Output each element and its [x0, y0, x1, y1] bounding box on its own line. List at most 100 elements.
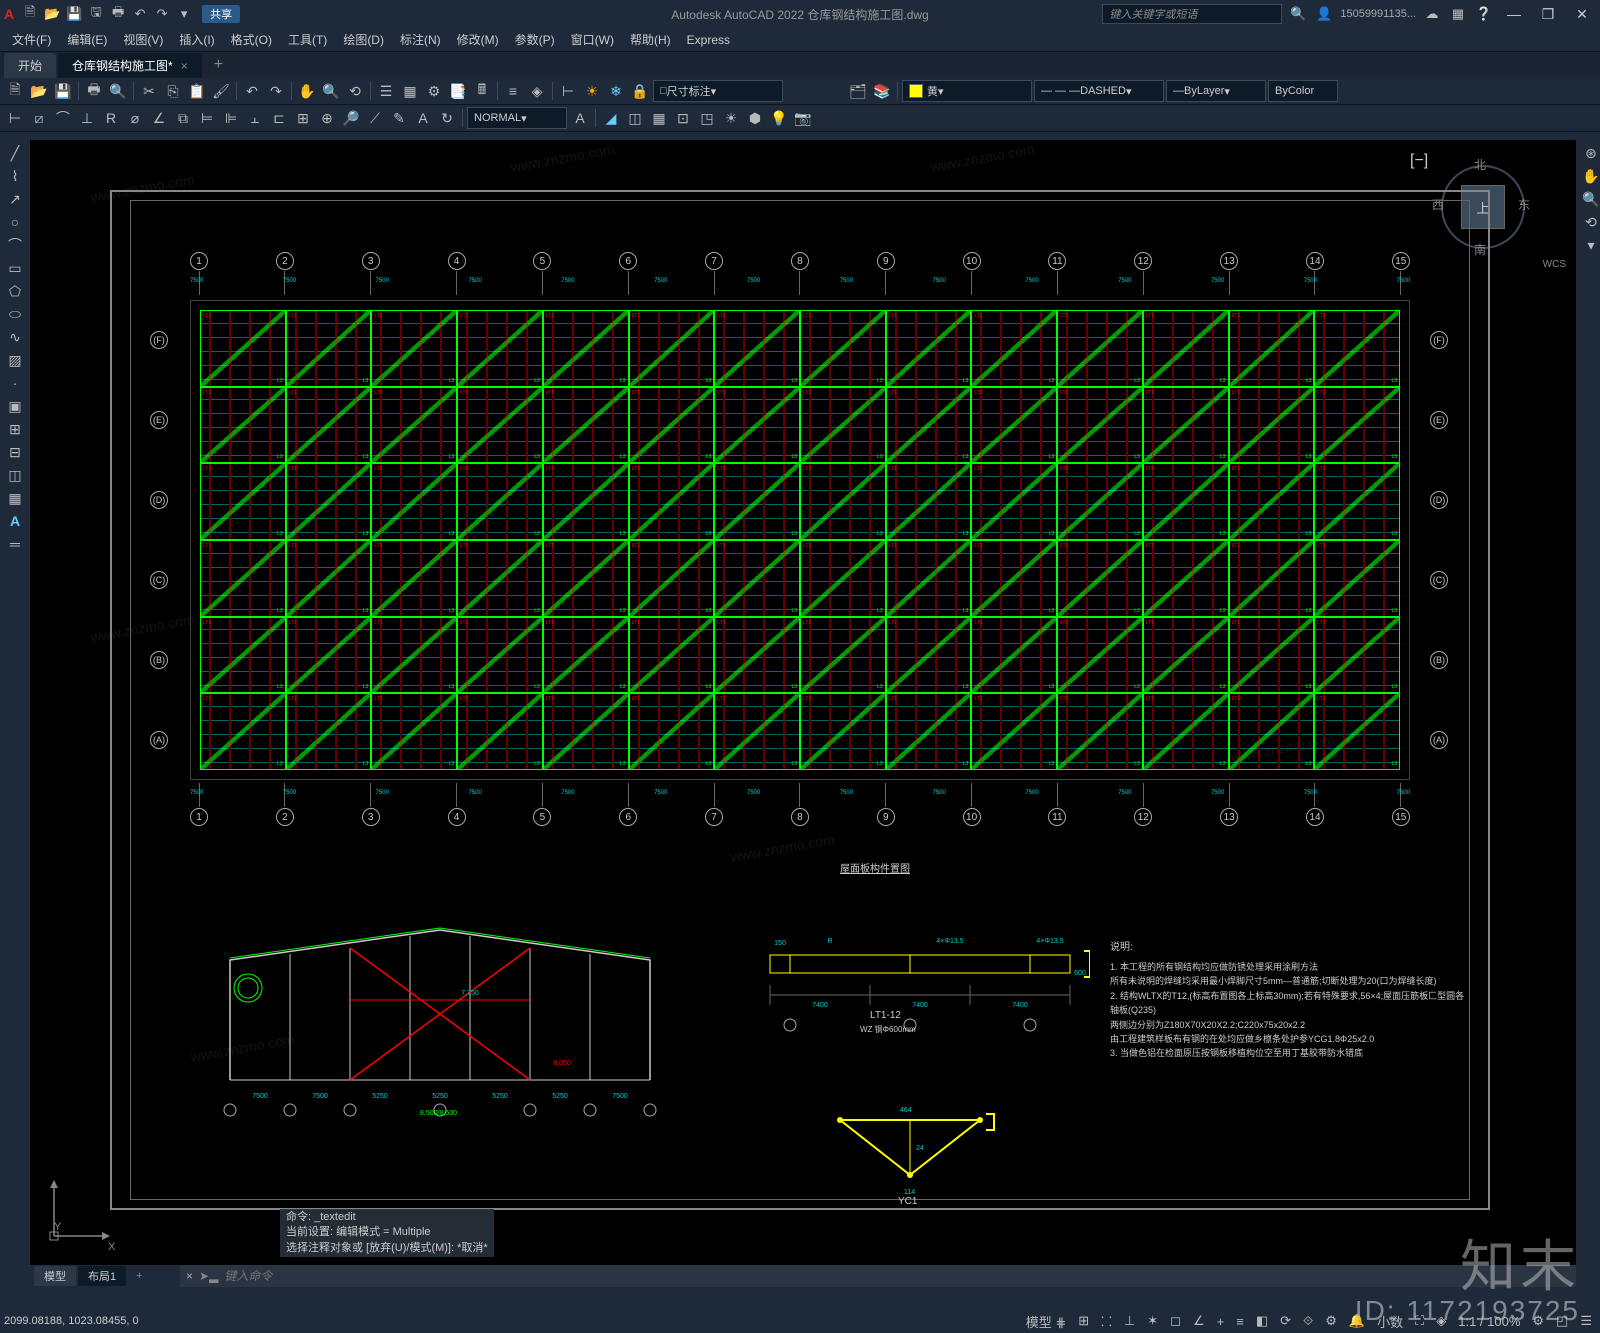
pan2-icon[interactable]: ✋ [1578, 165, 1600, 187]
sb-ws-icon[interactable]: ⚙ [1321, 1311, 1341, 1331]
sb-dyn-icon[interactable]: + [1213, 1312, 1229, 1331]
dimang-icon[interactable]: ∠ [148, 107, 170, 129]
sun-icon[interactable]: ☀ [581, 80, 603, 102]
dimlinear-icon[interactable]: ⊢ [4, 107, 26, 129]
undo-icon[interactable]: ↶ [130, 4, 150, 24]
help-icon[interactable]: ❔ [1474, 4, 1494, 24]
menu-modify[interactable]: 修改(M) [451, 29, 505, 50]
print-icon[interactable]: 🖶 [108, 4, 128, 24]
apps-icon[interactable]: ▦ [1448, 4, 1468, 24]
layer-icon[interactable]: ≡ [502, 80, 524, 102]
calc-icon[interactable]: 🖩 [471, 80, 493, 102]
lock-icon[interactable]: 🔒 [629, 80, 651, 102]
menu-format[interactable]: 格式(O) [225, 29, 278, 50]
tab-layout-add[interactable]: + [128, 1268, 150, 1284]
wheel-icon[interactable]: ⊛ [1578, 142, 1600, 164]
new-icon[interactable]: 🗎 [4, 80, 26, 102]
polygon-icon[interactable]: ⬠ [2, 280, 28, 302]
cam-icon[interactable]: 📷 [792, 107, 814, 129]
sb-otrack-icon[interactable]: ∠ [1189, 1311, 1209, 1331]
mtext-icon[interactable]: A [569, 107, 591, 129]
dimarc-icon[interactable]: ⌒ [52, 107, 74, 129]
sheet-icon[interactable]: 📑 [447, 80, 469, 102]
pan-icon[interactable]: ✋ [296, 80, 318, 102]
textstyle-dropdown[interactable]: NORMAL ▾ [467, 107, 567, 129]
rect-icon[interactable]: ▭ [2, 257, 28, 279]
tab-document[interactable]: 仓库钢结构施工图*× [58, 53, 202, 78]
render-icon[interactable]: ☀ [720, 107, 742, 129]
dimupd-icon[interactable]: ↻ [436, 107, 458, 129]
dimquick-icon[interactable]: ⧉ [172, 107, 194, 129]
dimdia-icon[interactable]: ⌀ [124, 107, 146, 129]
tab-layout1[interactable]: 布局1 [78, 1266, 126, 1286]
share-button[interactable]: 共享 [202, 5, 240, 23]
cloud-icon[interactable]: ☁ [1422, 4, 1442, 24]
dimcont-icon[interactable]: ⊫ [220, 107, 242, 129]
layer-dropdown[interactable]: 黄 ▾ [902, 80, 1032, 102]
save-icon[interactable]: 💾 [64, 4, 84, 24]
sb-trans-icon[interactable]: ◧ [1252, 1311, 1272, 1331]
command-line[interactable]: × ➤▂ [180, 1265, 1576, 1287]
dimaligned-icon[interactable]: ⧄ [28, 107, 50, 129]
vc-wcs[interactable]: WCS [1543, 259, 1566, 270]
tool-icon[interactable]: ⚙ [423, 80, 445, 102]
open-icon[interactable]: 📂 [28, 80, 50, 102]
vp-icon[interactable]: ▦ [648, 107, 670, 129]
layers-icon[interactable]: 🗂 [847, 80, 869, 102]
zoom2-icon[interactable]: 🔍 [1578, 188, 1600, 210]
sb-polar-icon[interactable]: ✶ [1143, 1311, 1162, 1331]
drawing-canvas[interactable]: www.znzmo.com www.znzmo.com www.znzmo.co… [30, 140, 1576, 1265]
region-icon[interactable]: ◫ [2, 464, 28, 486]
hatch-icon[interactable]: ▨ [2, 349, 28, 371]
sb-grid-icon[interactable]: ⊞ [1074, 1311, 1093, 1331]
save-icon[interactable]: 💾 [52, 80, 74, 102]
tab-new[interactable]: + [204, 52, 233, 78]
saveas-icon[interactable]: 🖫 [86, 4, 106, 24]
search-icon[interactable]: 🔍 [1288, 4, 1308, 24]
preview-icon[interactable]: 🔍 [107, 80, 129, 102]
copy-icon[interactable]: ⎘ [162, 80, 184, 102]
sb-snap-icon[interactable]: ⸬ [1097, 1310, 1116, 1332]
sb-osnap-icon[interactable]: ◻ [1166, 1311, 1185, 1331]
tol-icon[interactable]: ⊞ [292, 107, 314, 129]
dimstyle-dropdown[interactable]: □ 尺寸标注 ▾ [653, 80, 783, 102]
color-dropdown[interactable]: ByColor [1268, 80, 1338, 102]
menu-dimension[interactable]: 标注(N) [394, 29, 447, 50]
dim-icon[interactable]: ⊢ [557, 80, 579, 102]
ucs-icon[interactable]: Y X [44, 1176, 114, 1251]
user-label[interactable]: 15059991135... [1340, 8, 1416, 20]
menu-parametric[interactable]: 参数(P) [509, 29, 561, 50]
ellipse-icon[interactable]: ⬭ [2, 303, 28, 325]
nav-icon[interactable]: ⊡ [672, 107, 694, 129]
props-icon[interactable]: ☰ [375, 80, 397, 102]
sb-lw-icon[interactable]: ≡ [1232, 1312, 1248, 1331]
freeze-icon[interactable]: ❄ [605, 80, 627, 102]
paste-icon[interactable]: 📋 [186, 80, 208, 102]
user-icon[interactable]: 👤 [1314, 4, 1334, 24]
block-icon[interactable]: ▣ [2, 395, 28, 417]
print-icon[interactable]: 🖶 [83, 80, 105, 102]
wipeout-icon[interactable]: ▦ [2, 487, 28, 509]
lineweight-dropdown[interactable]: — ByLayer ▾ [1166, 80, 1266, 102]
cmdline-close-icon[interactable]: × [186, 1269, 193, 1283]
sb-model[interactable]: 模型 ⋕ [1022, 1310, 1071, 1333]
sb-ann-icon[interactable]: ⟐ [1299, 1311, 1317, 1331]
menu-express[interactable]: Express [681, 31, 736, 49]
menu-file[interactable]: 文件(F) [6, 29, 57, 50]
table-icon[interactable]: ⊟ [2, 441, 28, 463]
dimspace-icon[interactable]: ⫠ [244, 107, 266, 129]
view-icon[interactable]: ◫ [624, 107, 646, 129]
redo-icon[interactable]: ↷ [265, 80, 287, 102]
redo-icon[interactable]: ↷ [152, 4, 172, 24]
vc-minus[interactable]: [−] [1410, 152, 1428, 170]
dimord-icon[interactable]: ⊥ [76, 107, 98, 129]
menu-window[interactable]: 窗口(W) [565, 29, 620, 50]
match-icon[interactable]: 🖌 [210, 80, 232, 102]
tab-model[interactable]: 模型 [34, 1266, 76, 1286]
menu-help[interactable]: 帮助(H) [624, 29, 677, 50]
orbit2-icon[interactable]: ⟲ [1578, 211, 1600, 233]
dimbreak-icon[interactable]: ⊏ [268, 107, 290, 129]
dimbase-icon[interactable]: ⊨ [196, 107, 218, 129]
sb-cycle-icon[interactable]: ⟳ [1276, 1311, 1295, 1331]
layeriso-icon[interactable]: ◈ [526, 80, 548, 102]
